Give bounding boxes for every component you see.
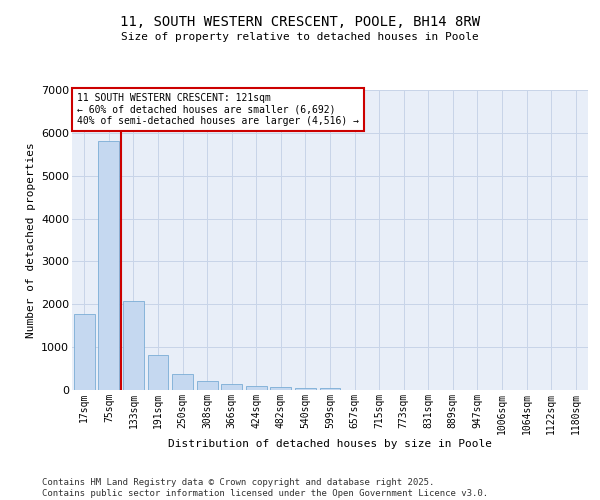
Bar [74,314,95,390]
Text: Size of property relative to detached houses in Poole: Size of property relative to detached ho… [121,32,479,42]
Bar [197,381,218,390]
Y-axis label: Number of detached properties: Number of detached properties [26,142,35,338]
X-axis label: Distribution of detached houses by size in Poole: Distribution of detached houses by size … [168,440,492,450]
Bar [295,388,316,390]
Text: 11 SOUTH WESTERN CRESCENT: 121sqm
← 60% of detached houses are smaller (6,692)
4: 11 SOUTH WESTERN CRESCENT: 121sqm ← 60% … [77,93,359,126]
Bar [221,384,242,390]
Bar [320,388,340,390]
Bar [172,374,193,390]
Text: Contains HM Land Registry data © Crown copyright and database right 2025.
Contai: Contains HM Land Registry data © Crown c… [42,478,488,498]
Bar [246,386,267,390]
Bar [123,301,144,390]
Bar [98,140,119,390]
Text: 11, SOUTH WESTERN CRESCENT, POOLE, BH14 8RW: 11, SOUTH WESTERN CRESCENT, POOLE, BH14 … [120,15,480,29]
Bar [271,387,292,390]
Bar [148,355,169,390]
